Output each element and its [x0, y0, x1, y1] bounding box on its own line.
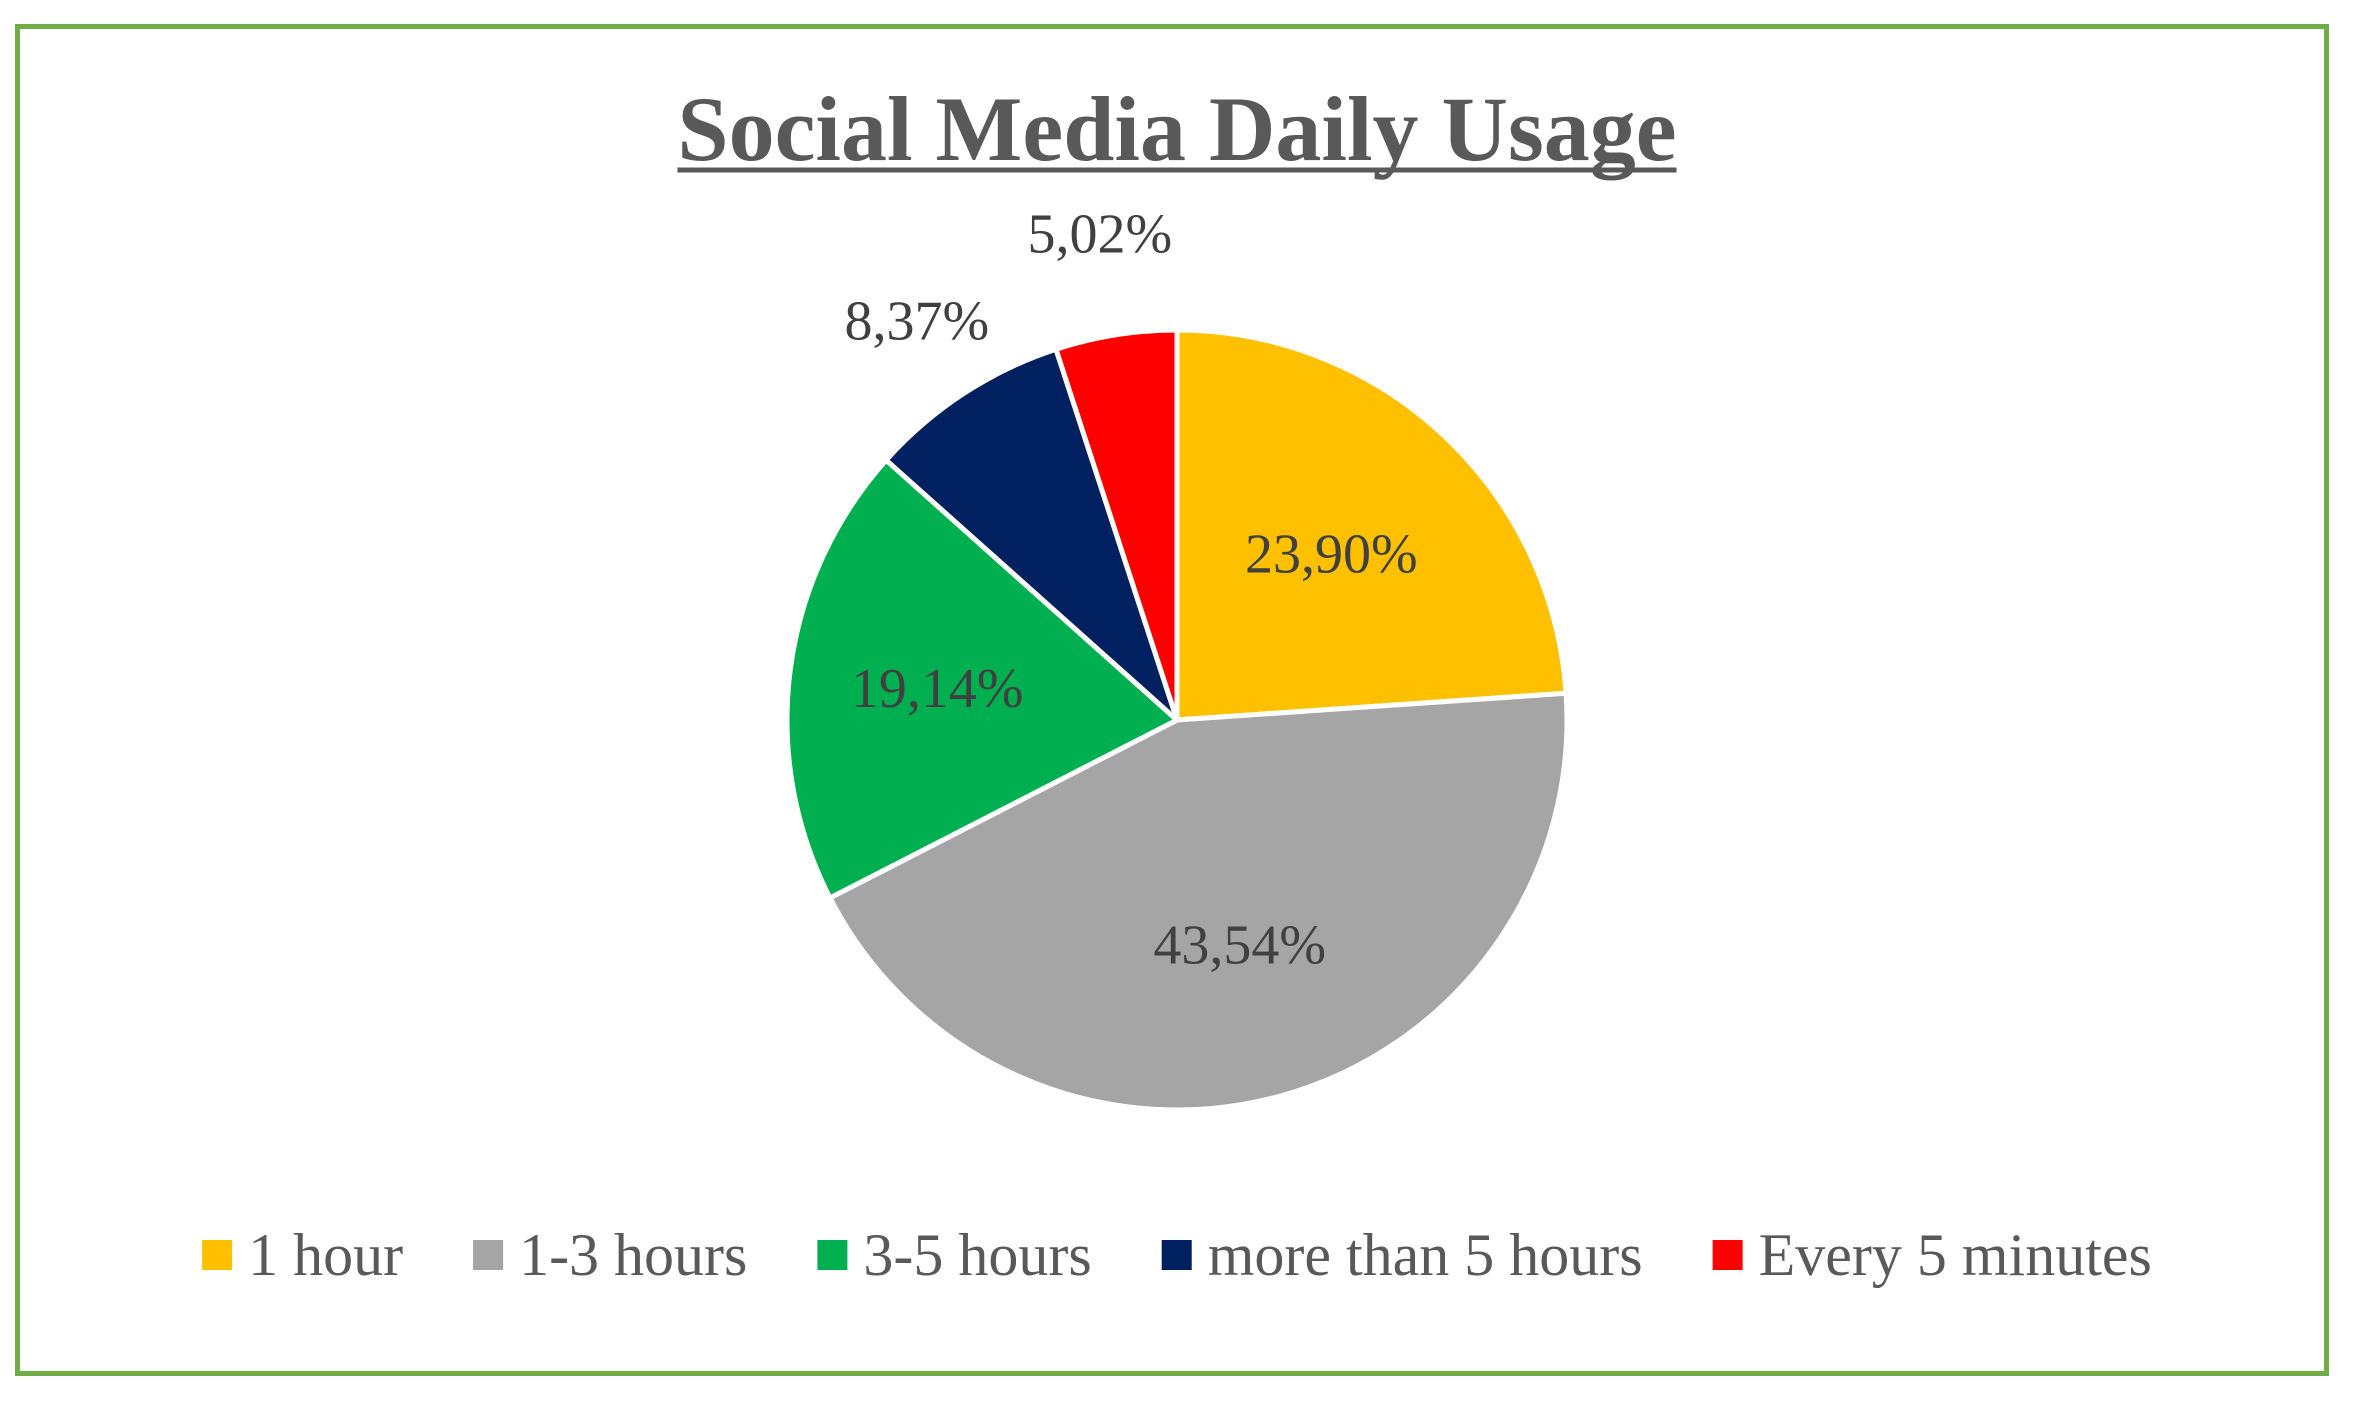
data-label-more-than-5-hours: 8,37% [845, 291, 990, 353]
data-label-1-3-hours: 43,54% [1153, 914, 1326, 976]
legend-swatch-more-than-5-hours [1161, 1240, 1192, 1270]
legend-label-every-5-minutes: Every 5 minutes [1759, 1222, 2152, 1288]
legend-label-1-hour: 1 hour [248, 1222, 403, 1288]
chart-title-group: Social Media Daily Usage [677, 78, 1677, 180]
legend-item-3-5-hours: 3-5 hours [817, 1222, 1092, 1288]
pie-slice-3-5-hours [784, 457, 1180, 901]
pie-slice-1-3-hours [827, 690, 1570, 1113]
legend: 1 hour 1-3 hours 3-5 hours more than 5 hour… [202, 1222, 2152, 1288]
legend-swatch-3-5-hours [817, 1240, 848, 1270]
pie-slices [784, 327, 1570, 1113]
legend-swatch-every-5-minutes [1712, 1240, 1743, 1270]
legend-swatch-1-3-hours [473, 1240, 504, 1270]
legend-item-every-5-minutes: Every 5 minutes [1712, 1222, 2152, 1288]
data-label-3-5-hours: 19,14% [851, 658, 1024, 720]
data-label-1-hour: 23,90% [1245, 524, 1418, 586]
pie-slice-every-5-minutes [1053, 327, 1180, 723]
legend-item-more-than-5-hours: more than 5 hours [1161, 1222, 1643, 1288]
pie-data-labels: 23,90% 43,54% 19,14% 8,37% 5,02% [845, 204, 1418, 977]
legend-label-more-than-5-hours: more than 5 hours [1208, 1222, 1643, 1288]
legend-swatch-1-hour [202, 1240, 233, 1270]
legend-item-1-hour: 1 hour [202, 1222, 403, 1288]
legend-item-1-3-hours: 1-3 hours [473, 1222, 747, 1288]
data-label-every-5-minutes: 5,02% [1027, 204, 1172, 266]
legend-label-1-3-hours: 1-3 hours [519, 1222, 747, 1288]
chart-title: Social Media Daily Usage [677, 78, 1676, 180]
pie-slice-1-hour [1174, 327, 1569, 723]
legend-label-3-5-hours: 3-5 hours [863, 1222, 1091, 1288]
pie-slice-more-than-5-hours [883, 346, 1180, 723]
